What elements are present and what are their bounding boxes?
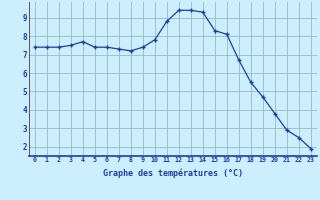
X-axis label: Graphe des températures (°C): Graphe des températures (°C) [103,169,243,178]
